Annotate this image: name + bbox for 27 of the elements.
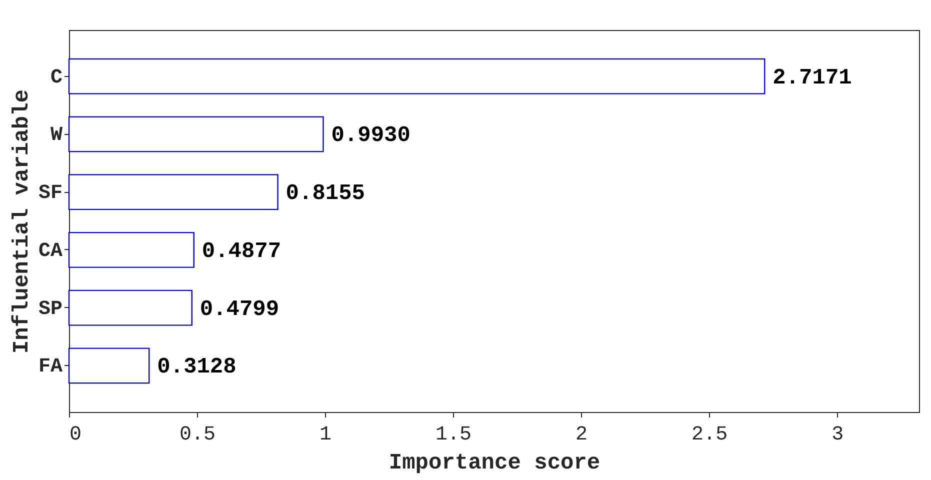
- x-tick-label: 0.5: [180, 424, 216, 446]
- bar: [68, 174, 278, 210]
- y-tick-label: FA: [38, 356, 62, 379]
- data-label: 2.7171: [772, 65, 852, 90]
- x-tick-label: 0: [70, 424, 82, 446]
- x-tick-label: 2.5: [692, 424, 728, 446]
- bar: [68, 232, 194, 268]
- y-tick-label: SP: [38, 298, 62, 321]
- bar: [68, 116, 324, 152]
- data-label: 0.4877: [202, 238, 282, 264]
- y-tick-label: SF: [38, 182, 62, 206]
- data-label: 0.3128: [157, 354, 236, 380]
- bar: [68, 348, 150, 384]
- y-tick-label: C: [50, 66, 62, 90]
- data-label: 0.8155: [286, 181, 366, 206]
- y-tick-label: CA: [38, 240, 62, 263]
- x-axis-title: Importance score: [388, 450, 600, 476]
- x-tick-label: 2: [576, 424, 588, 446]
- y-axis-title: Influential variable: [9, 89, 34, 354]
- bar: [68, 290, 192, 326]
- x-tick-label: 1.5: [436, 424, 472, 446]
- y-tick-label: W: [50, 124, 62, 148]
- x-tick-label: 3: [832, 424, 844, 446]
- data-label: 0.9930: [331, 123, 410, 148]
- x-tick-label: 1: [320, 424, 332, 446]
- bar: [68, 58, 766, 94]
- data-label: 0.4799: [200, 296, 280, 322]
